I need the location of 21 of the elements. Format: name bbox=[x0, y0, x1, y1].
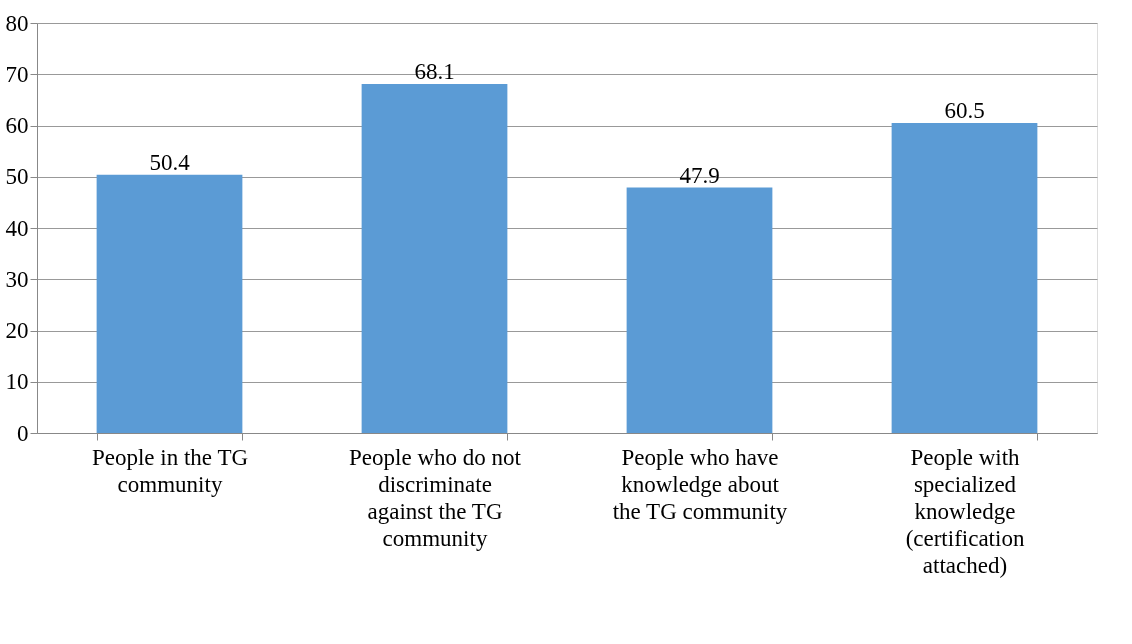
data-label: 60.5 bbox=[944, 97, 985, 123]
bar bbox=[361, 83, 508, 433]
bar bbox=[96, 174, 243, 433]
y-tick-label: 30 bbox=[5, 266, 29, 292]
y-tick-label: 80 bbox=[5, 10, 29, 36]
data-label: 50.4 bbox=[149, 149, 191, 175]
x-tick-label: People who do not discriminate against the TG community bbox=[349, 444, 522, 551]
y-tick-label: 10 bbox=[5, 369, 29, 395]
x-tick-label: People who have knowledge about the TG community bbox=[612, 444, 788, 524]
y-tick-label: 70 bbox=[5, 61, 29, 87]
y-tick-label: 0 bbox=[17, 420, 29, 446]
bar bbox=[891, 122, 1038, 433]
data-label: 68.1 bbox=[414, 58, 455, 84]
y-tick-label: 40 bbox=[5, 215, 29, 241]
data-label: 47.9 bbox=[679, 162, 720, 188]
x-tick-label: People in the TG community bbox=[91, 444, 249, 497]
bar bbox=[626, 187, 773, 433]
x-tick-label: People with specialized knowledge (certification attached) bbox=[905, 444, 1025, 578]
y-tick-label: 20 bbox=[5, 318, 29, 343]
y-tick-label: 60 bbox=[5, 113, 29, 138]
y-tick-label: 50 bbox=[5, 164, 29, 190]
